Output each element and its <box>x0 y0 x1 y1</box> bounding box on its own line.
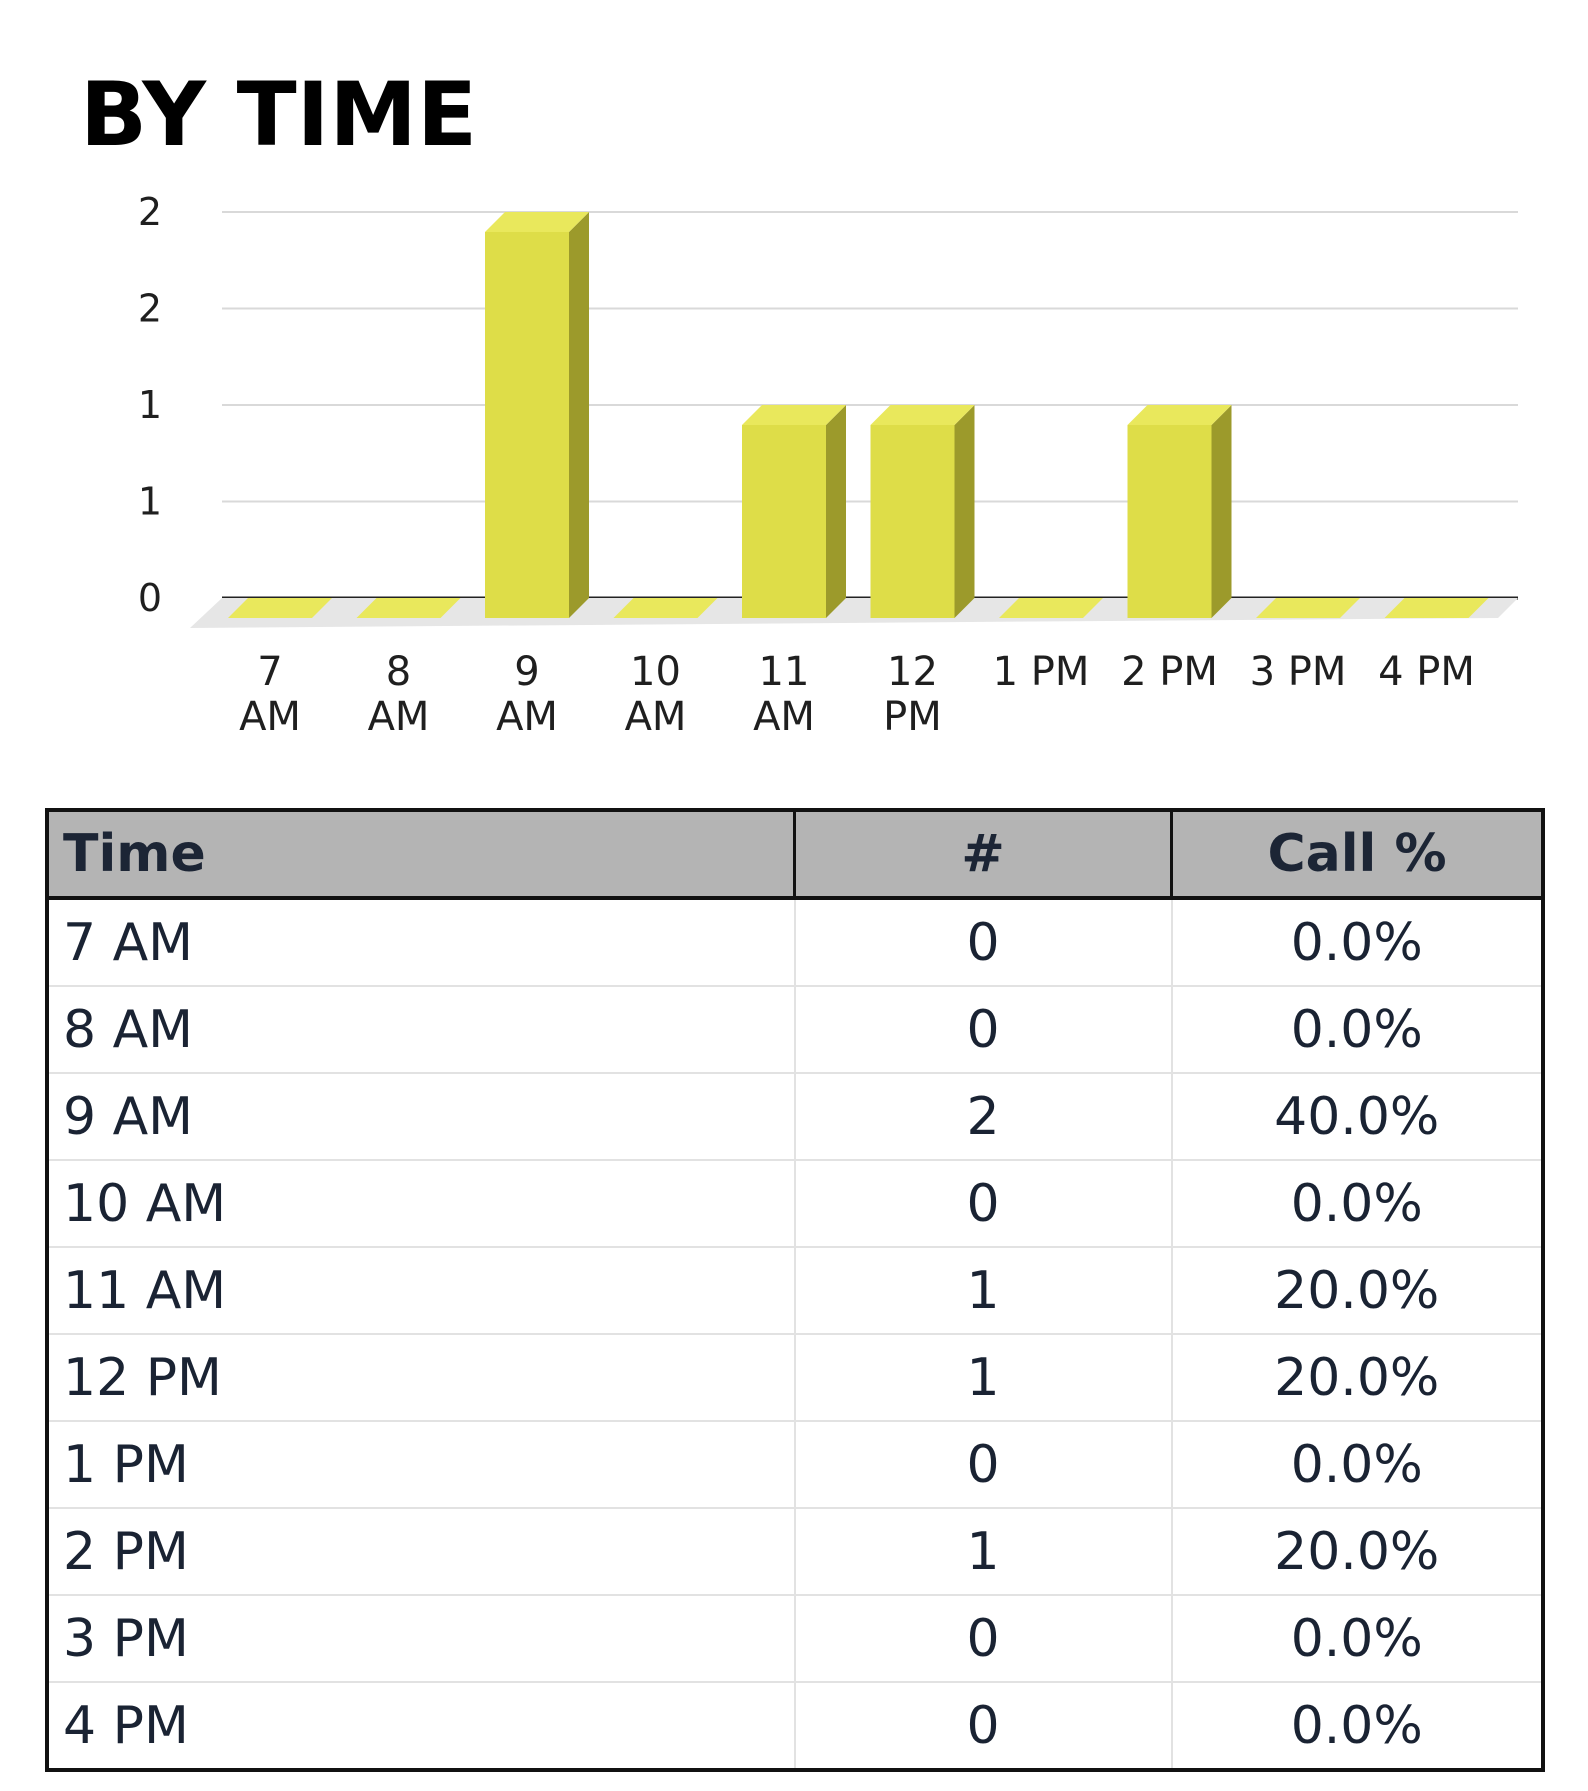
time-cell: 7 AM <box>46 897 796 987</box>
count-cell: 0 <box>793 1159 1173 1248</box>
bar <box>1256 598 1360 618</box>
bar <box>742 405 846 618</box>
bar-side <box>954 405 975 618</box>
bar-top <box>613 598 718 618</box>
bar-face <box>485 232 569 618</box>
count-cell: 0 <box>793 1420 1173 1509</box>
count-column-header: # <box>793 808 1173 900</box>
chart-gridlines <box>222 211 1518 600</box>
call-percent-column-header: Call % <box>1170 808 1545 900</box>
bar-face <box>1127 425 1212 618</box>
bar-face <box>742 425 826 618</box>
time-cell: 3 PM <box>46 1594 796 1683</box>
call-percent-cell: 20.0% <box>1170 1246 1544 1335</box>
call-percent-cell: 0.0% <box>1170 1681 1544 1771</box>
table-row: 7 AM 0 0.0% <box>46 897 1544 987</box>
time-table: Time # Call % 7 AM 0 0.0% 8 AM 0 0.0% 9 AM 2 40.… <box>45 808 1545 1772</box>
table-row: 3 PM 0 0.0% <box>46 1594 1544 1683</box>
call-percent-cell: 0.0% <box>1170 897 1544 987</box>
time-cell: 10 AM <box>46 1159 796 1248</box>
count-cell: 1 <box>793 1333 1173 1422</box>
time-cell: 12 PM <box>46 1333 796 1422</box>
table-row: 10 AM 0 0.0% <box>46 1159 1544 1248</box>
y-tick-label: 2 <box>138 287 162 331</box>
time-cell: 4 PM <box>46 1681 796 1771</box>
call-percent-cell: 0.0% <box>1170 1594 1544 1683</box>
count-cell: 1 <box>793 1507 1173 1596</box>
y-tick-label: 1 <box>138 480 162 524</box>
table-row: 12 PM 1 20.0% <box>46 1333 1544 1422</box>
y-tick-label: 1 <box>138 383 162 427</box>
x-tick-label: 2 PM <box>1121 649 1218 695</box>
x-tick-label: 7 AM <box>239 649 301 740</box>
table-body: 7 AM 0 0.0% 8 AM 0 0.0% 9 AM 2 40.0% 10 AM 0 0.0% 11… <box>46 897 1544 1771</box>
bar <box>485 212 589 618</box>
call-percent-cell: 40.0% <box>1170 1072 1544 1161</box>
y-tick-label: 2 <box>138 190 162 234</box>
bar-top <box>1384 598 1489 618</box>
count-cell: 1 <box>793 1246 1173 1335</box>
bar <box>999 598 1103 618</box>
x-tick-label: 10 AM <box>625 649 687 740</box>
table-row: 4 PM 0 0.0% <box>46 1681 1544 1771</box>
x-tick-label: 9 AM <box>496 649 558 740</box>
bar <box>613 598 718 618</box>
x-tick-label: 1 PM <box>993 649 1090 695</box>
bar <box>870 405 975 618</box>
call-percent-cell: 20.0% <box>1170 1333 1544 1422</box>
call-percent-cell: 0.0% <box>1170 1420 1544 1509</box>
count-cell: 0 <box>793 985 1173 1074</box>
bar-top <box>356 598 461 618</box>
time-cell: 9 AM <box>46 1072 796 1161</box>
x-tick-label: 8 AM <box>368 649 430 740</box>
bar-side <box>569 212 589 618</box>
time-cell: 8 AM <box>46 985 796 1074</box>
bar-top <box>228 598 332 618</box>
bar-top <box>1127 405 1232 425</box>
y-axis-ticks: 0 1 1 2 2 <box>138 190 162 620</box>
time-cell: 1 PM <box>46 1420 796 1509</box>
chart-bars <box>228 212 1489 618</box>
table-row: 11 AM 1 20.0% <box>46 1246 1544 1335</box>
bar <box>228 598 332 618</box>
call-percent-cell: 0.0% <box>1170 985 1544 1074</box>
time-cell: 11 AM <box>46 1246 796 1335</box>
call-percent-cell: 20.0% <box>1170 1507 1544 1596</box>
time-cell: 2 PM <box>46 1507 796 1596</box>
bar-face <box>870 425 955 618</box>
time-column-header: Time <box>45 808 796 900</box>
table-row: 2 PM 1 20.0% <box>46 1507 1544 1596</box>
table-row: 9 AM 2 40.0% <box>46 1072 1544 1161</box>
count-cell: 0 <box>793 1594 1173 1683</box>
bar <box>356 598 461 618</box>
count-cell: 2 <box>793 1072 1173 1161</box>
bar-side <box>1211 405 1232 618</box>
x-tick-label: 3 PM <box>1250 649 1347 695</box>
call-percent-cell: 0.0% <box>1170 1159 1544 1248</box>
table-row: 1 PM 0 0.0% <box>46 1420 1544 1509</box>
x-tick-label: 12 PM <box>883 649 942 740</box>
bar-top <box>1256 598 1360 618</box>
count-cell: 0 <box>793 897 1173 987</box>
x-tick-label: 4 PM <box>1378 649 1475 695</box>
x-tick-label: 11 AM <box>753 649 815 740</box>
time-bar-chart: 0 1 1 2 2 7 AM 8 AM 9 AM 10 AM 11 AM 12 PM 1 PM 2 PM 3 PM 4… <box>138 190 1518 740</box>
x-axis-ticks: 7 AM 8 AM 9 AM 10 AM 11 AM 12 PM 1 PM 2 PM 3 PM 4 PM <box>239 649 1475 740</box>
section-title: BY TIME <box>80 63 478 166</box>
bar-top <box>870 405 975 425</box>
y-tick-label: 0 <box>138 576 162 620</box>
bar-top <box>485 212 589 232</box>
bar-top <box>999 598 1103 618</box>
table-header-row: Time # Call % <box>45 808 1545 900</box>
table-row: 8 AM 0 0.0% <box>46 985 1544 1074</box>
bar-top <box>742 405 846 425</box>
bar <box>1127 405 1232 618</box>
bar <box>1384 598 1489 618</box>
count-cell: 0 <box>793 1681 1173 1771</box>
bar-side <box>826 405 846 618</box>
